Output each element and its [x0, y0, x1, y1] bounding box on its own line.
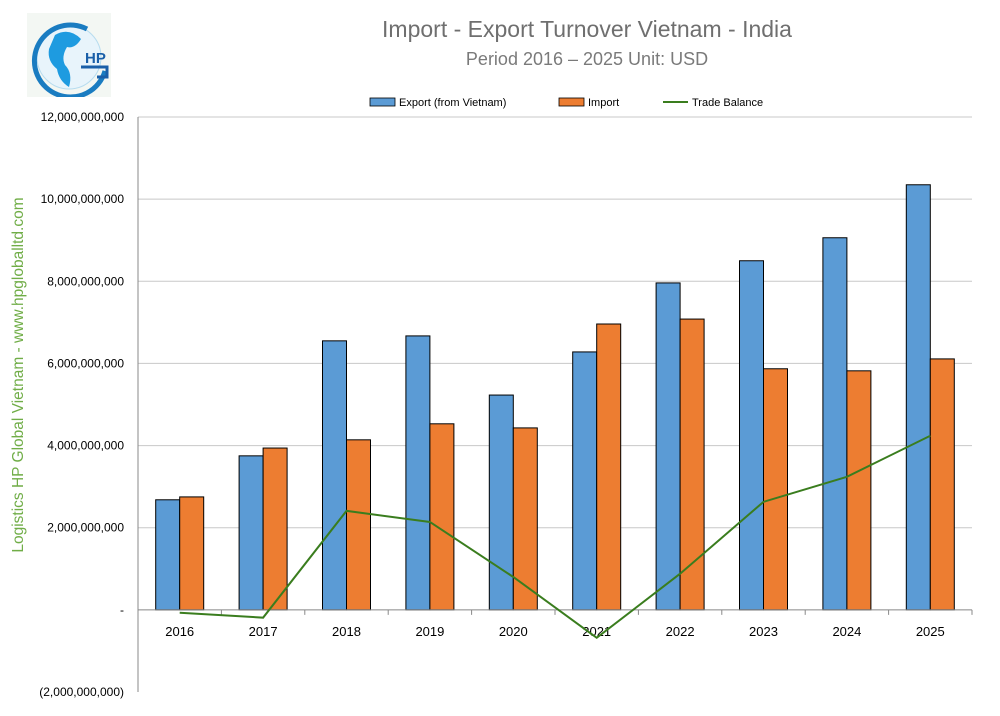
bar-export-2016 — [155, 499, 181, 611]
hp-global-logo: HP — [27, 13, 111, 102]
bar-import-2016 — [179, 496, 205, 611]
legend-label: Trade Balance — [692, 97, 763, 109]
y-tick-label: - — [120, 603, 124, 617]
bar-export-2025 — [905, 184, 931, 611]
x-tick-label: 2024 — [832, 624, 861, 639]
legend-label: Import — [588, 97, 619, 109]
bar-export-2024 — [822, 237, 848, 611]
bar-export-2022 — [655, 282, 681, 611]
bar-export-2019 — [405, 335, 431, 611]
legend-swatch — [558, 97, 585, 107]
x-tick-label: 2021 — [582, 624, 611, 639]
bar-import-2022 — [679, 318, 705, 611]
legend-swatch — [369, 97, 396, 107]
bar-import-2019 — [429, 423, 455, 611]
svg-text:HP: HP — [85, 50, 106, 67]
x-tick-label: 2022 — [666, 624, 695, 639]
bar-import-2018 — [346, 439, 371, 611]
x-tick-label: 2019 — [415, 624, 444, 639]
bar-import-2021 — [596, 323, 622, 611]
x-tick-label: 2025 — [916, 624, 945, 639]
bar-export-2021 — [572, 351, 598, 611]
chart-title: Import - Export Turnover Vietnam - India — [382, 16, 792, 42]
bar-export-2017 — [238, 455, 264, 611]
y-tick-label: 2,000,000,000 — [47, 521, 124, 535]
bar-import-2023 — [763, 368, 788, 611]
x-tick-label: 2017 — [249, 624, 278, 639]
x-tick-label: 2018 — [332, 624, 361, 639]
y-tick-label: 6,000,000,000 — [47, 356, 124, 370]
bar-import-2025 — [929, 358, 955, 611]
y-tick-label: 10,000,000,000 — [41, 192, 125, 206]
y-tick-label: 8,000,000,000 — [47, 274, 124, 288]
bar-export-2023 — [739, 260, 764, 611]
trade-balance-line — [179, 434, 931, 640]
x-tick-label: 2016 — [165, 624, 194, 639]
bar-import-2020 — [512, 427, 538, 611]
bar-import-2017 — [262, 447, 288, 611]
legend-label: Export (from Vietnam) — [399, 97, 506, 109]
y-tick-label: (2,000,000,000) — [39, 685, 124, 699]
bar-export-2020 — [488, 394, 514, 611]
chart-subtitle: Period 2016 – 2025 Unit: USD — [465, 49, 709, 69]
x-tick-label: 2023 — [749, 624, 778, 639]
x-tick-label: 2020 — [499, 624, 528, 639]
bar-import-2024 — [846, 370, 872, 611]
y-tick-label: 4,000,000,000 — [47, 439, 124, 453]
y-tick-label: 12,000,000,000 — [41, 110, 125, 124]
bar-export-2018 — [322, 340, 347, 611]
